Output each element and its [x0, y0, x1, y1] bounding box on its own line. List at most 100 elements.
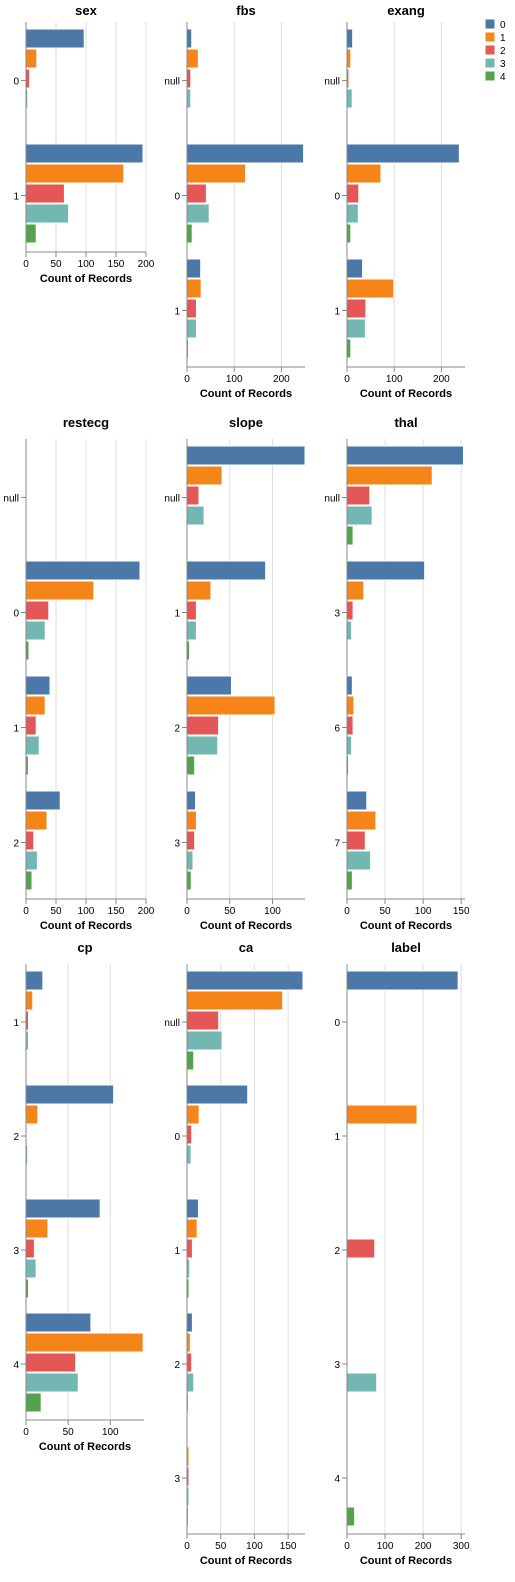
x-tick-label: 100: [264, 906, 281, 917]
facet-title: cp: [77, 940, 92, 955]
bar-exang-0-4: [346, 223, 352, 244]
bar-label-4-4: [346, 1506, 356, 1527]
y-tick-label: null: [164, 77, 180, 88]
bar-exang-1-2: [346, 298, 367, 319]
facet-ca: ca 0 50 100 150 null 0 1 2 3 Count of Records: [164, 940, 305, 1567]
legend-label-4: 4: [500, 72, 506, 83]
bar-exang-null-3: [346, 88, 353, 109]
y-tick-label: 4: [334, 1474, 340, 1485]
bar-ca-2-1: [186, 1332, 191, 1353]
facet-sex: sex 0 50 100 150 200 0 1 Count of Records: [13, 3, 154, 285]
legend-label-0: 0: [500, 20, 506, 31]
bar-fbs-0-3: [186, 203, 210, 224]
bar-fbs-null-1: [186, 48, 199, 69]
x-axis-title: Count of Records: [200, 1555, 292, 1567]
bar-ca-0-3: [186, 1144, 192, 1165]
x-tick-label: 50: [63, 1427, 75, 1438]
y-tick-label: 0: [13, 77, 19, 88]
bar-label-1-1: [346, 1104, 418, 1125]
bar-thal-3-3: [346, 620, 353, 641]
y-tick-label: 3: [13, 1246, 19, 1257]
bar-slope-2-2: [186, 715, 220, 736]
bar-slope-2-1: [186, 695, 276, 716]
facet-cp: cp 0 50 100 1 2 3 4 Count of Records: [13, 940, 144, 1453]
bar-cp-2-0: [25, 1084, 115, 1105]
y-tick-label: null: [324, 494, 340, 505]
bar-exang-1-0: [346, 258, 364, 279]
bar-ca-0-1: [186, 1104, 200, 1125]
x-axis-title: Count of Records: [39, 1441, 131, 1453]
x-tick-label: 200: [415, 1541, 432, 1552]
bar-exang-0-1: [346, 163, 382, 184]
legend-swatch-3: [484, 57, 496, 69]
bar-fbs-0-1: [186, 163, 247, 184]
bar-slope-1-2: [186, 600, 197, 621]
x-tick-label: 200: [273, 374, 290, 385]
y-tick-label: 1: [13, 192, 19, 203]
facet-title: ca: [239, 940, 254, 955]
bar-slope-3-0: [186, 790, 197, 811]
bar-thal-7-3: [346, 850, 372, 871]
legend-swatch-2: [484, 44, 496, 56]
bar-ca-2-0: [186, 1312, 193, 1333]
x-tick-label: 50: [224, 906, 236, 917]
bar-cp-4-2: [25, 1352, 77, 1373]
bar-slope-1-0: [186, 560, 267, 581]
facet-title: sex: [75, 3, 97, 18]
bar-slope-3-2: [186, 830, 196, 851]
bar-ca-0-0: [186, 1084, 249, 1105]
facet-title: thal: [394, 415, 417, 430]
bar-slope-null-1: [186, 465, 223, 486]
bar-slope-1-3: [186, 620, 197, 641]
bar-thal-6-0: [346, 675, 353, 696]
bar-thal-3-1: [346, 580, 365, 601]
bar-thal-null-1: [346, 465, 433, 486]
bar-ca-null-2: [186, 1010, 220, 1031]
bar-ca-null-1: [186, 990, 284, 1011]
y-tick-label: null: [3, 494, 19, 505]
bar-thal-null-2: [346, 485, 371, 506]
y-tick-label: 3: [174, 1474, 180, 1485]
x-axis-title: Count of Records: [360, 920, 452, 932]
bar-ca-1-2: [186, 1238, 193, 1259]
x-tick-label: 0: [344, 374, 350, 385]
x-tick-label: 0: [184, 374, 190, 385]
y-tick-label: 4: [13, 1360, 19, 1371]
x-tick-label: 200: [138, 259, 155, 270]
y-tick-label: 3: [334, 1360, 340, 1371]
bar-restecg-2-4: [25, 870, 33, 891]
facet-thal: thal 0 50 100 150 null 3 6 7 Count of Records: [324, 415, 470, 932]
bar-restecg-0-1: [25, 580, 95, 601]
bar-ca-2-3: [186, 1372, 195, 1393]
facet-title: slope: [229, 415, 263, 430]
bar-sex-0-0: [25, 28, 85, 49]
facet-title: restecg: [63, 415, 109, 430]
x-axis-title: Count of Records: [40, 920, 132, 932]
bar-thal-null-0: [346, 445, 464, 466]
bar-restecg-1-3: [25, 735, 40, 756]
bar-fbs-1-3: [186, 318, 197, 339]
bar-cp-4-0: [25, 1312, 92, 1333]
bar-restecg-2-3: [25, 850, 38, 871]
y-tick-label: 1: [174, 1246, 180, 1257]
x-tick-label: 150: [108, 906, 125, 917]
x-tick-label: 50: [380, 906, 392, 917]
bar-exang-1-1: [346, 278, 395, 299]
y-tick-label: 1: [334, 307, 340, 318]
bar-cp-4-3: [25, 1372, 79, 1393]
y-tick-label: 1: [13, 724, 19, 735]
bar-label-2-2: [346, 1238, 376, 1259]
bar-exang-0-0: [346, 143, 460, 164]
facet-slope: slope 0 50 100 null 1 2 3 Count of Records: [164, 415, 306, 932]
bar-sex-1-2: [25, 183, 65, 204]
x-tick-label: 0: [344, 906, 350, 917]
bar-cp-1-1: [25, 990, 34, 1011]
bar-restecg-2-0: [25, 790, 61, 811]
bar-fbs-null-2: [186, 68, 192, 89]
y-tick-label: 1: [334, 1132, 340, 1143]
y-tick-label: 2: [174, 724, 180, 735]
bar-exang-0-3: [346, 203, 359, 224]
y-tick-label: 6: [334, 724, 340, 735]
y-tick-label: 0: [334, 1018, 340, 1029]
